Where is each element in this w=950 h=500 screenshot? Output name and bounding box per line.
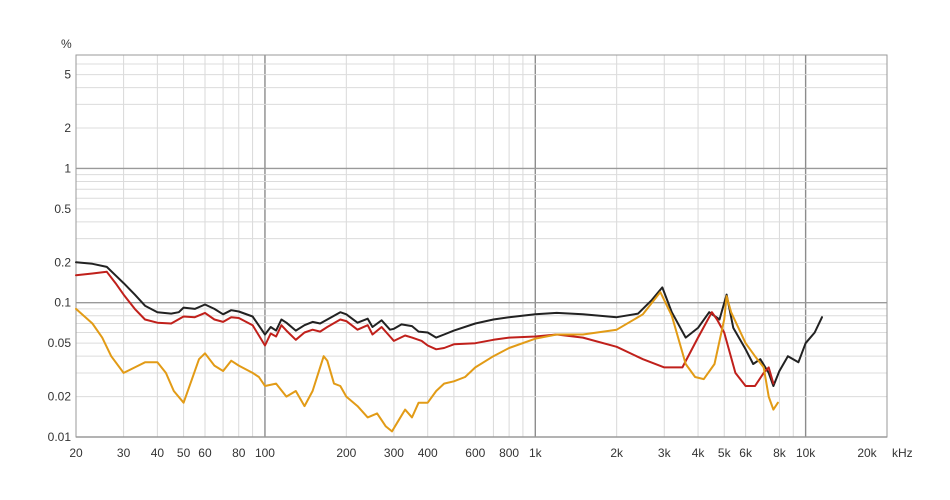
x-tick-label: 300 bbox=[384, 446, 404, 460]
x-tick-label: 6k bbox=[739, 446, 753, 460]
x-tick-labels: 20 30 40 50 60 80 100 200 300 400 600 800 1k 2k 3k 4k 5k… bbox=[69, 446, 877, 460]
x-tick-label: 400 bbox=[418, 446, 438, 460]
x-tick-label: 20 bbox=[69, 446, 83, 460]
y-unit-label: % bbox=[61, 37, 72, 51]
x-unit-label: kHz bbox=[892, 446, 913, 460]
plot-frame bbox=[75, 54, 888, 438]
x-tick-label: 30 bbox=[117, 446, 131, 460]
series-layer bbox=[75, 261, 823, 433]
x-tick-label: 10k bbox=[796, 446, 816, 460]
y-tick-label: 0.05 bbox=[48, 336, 72, 350]
y-tick-label: 0.02 bbox=[48, 390, 72, 404]
x-tick-label: 80 bbox=[232, 446, 246, 460]
series-line-3 bbox=[75, 291, 779, 433]
series-line-2 bbox=[75, 270, 775, 387]
x-tick-label: 4k bbox=[692, 446, 706, 460]
y-tick-label: 1 bbox=[64, 161, 71, 175]
x-tick-label: 40 bbox=[151, 446, 165, 460]
x-tick-label: 800 bbox=[499, 446, 519, 460]
x-tick-label: 8k bbox=[773, 446, 787, 460]
y-tick-label: 0.01 bbox=[48, 430, 72, 444]
x-tick-label: 200 bbox=[336, 446, 356, 460]
x-tick-label: 2k bbox=[610, 446, 624, 460]
x-tick-label: 5k bbox=[718, 446, 732, 460]
x-tick-label: 60 bbox=[198, 446, 212, 460]
y-tick-label: 2 bbox=[64, 121, 71, 135]
y-tick-label: 0.5 bbox=[54, 202, 71, 216]
x-tick-label: 50 bbox=[177, 446, 191, 460]
y-tick-label: 0.1 bbox=[54, 296, 71, 310]
y-tick-label: 5 bbox=[64, 68, 71, 82]
x-tick-label: 600 bbox=[465, 446, 485, 460]
x-tick-label: 100 bbox=[255, 446, 275, 460]
y-tick-label: 0.2 bbox=[54, 255, 71, 269]
y-tick-labels: 5 2 1 0.5 0.2 0.1 0.05 0.02 0.01 bbox=[48, 68, 72, 444]
x-tick-label: 1k bbox=[529, 446, 543, 460]
grid bbox=[75, 54, 888, 438]
x-tick-label: 3k bbox=[658, 446, 672, 460]
x-tick-label: 20k bbox=[857, 446, 877, 460]
